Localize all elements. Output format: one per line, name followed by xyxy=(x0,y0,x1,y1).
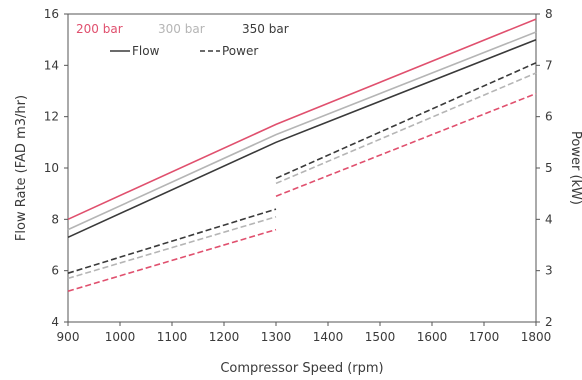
y-tick-label: 4 xyxy=(51,315,59,329)
legend-pressure-2: 350 bar xyxy=(242,22,289,36)
series-line-350-bar-power xyxy=(67,208,277,274)
series-line-200-bar-power xyxy=(275,92,537,197)
x-tick-label: 1000 xyxy=(105,330,136,344)
x-axis-title: Compressor Speed (rpm) xyxy=(220,361,383,376)
y-tick-label: 12 xyxy=(44,110,59,124)
x-tick-label: 1200 xyxy=(209,330,240,344)
y2-tick-label: 8 xyxy=(545,7,553,21)
x-tick-label: 900 xyxy=(57,330,80,344)
y2-axis-title: Power (kW) xyxy=(568,131,582,205)
series-line-200-bar-power xyxy=(67,228,277,292)
x-tick-label: 1700 xyxy=(469,330,500,344)
x-tick-label: 1600 xyxy=(417,330,448,344)
y2-tick-label: 3 xyxy=(545,264,553,278)
y2-tick-label: 2 xyxy=(545,315,553,329)
x-tick-label: 1300 xyxy=(261,330,292,344)
x-tick-label: 1100 xyxy=(157,330,188,344)
x-tick-label: 1400 xyxy=(313,330,344,344)
y-axis-title: Flow Rate (FAD m3/hr) xyxy=(14,95,29,241)
legend-style-power: Power xyxy=(222,44,258,58)
y-tick-label: 10 xyxy=(44,161,59,175)
legend-style-flow: Flow xyxy=(132,44,160,58)
y2-tick-label: 7 xyxy=(545,58,553,72)
series-line-350-bar-flow xyxy=(67,38,537,239)
y2-tick-label: 6 xyxy=(545,110,553,124)
y-tick-label: 14 xyxy=(44,58,59,72)
series-line-300-bar-flow xyxy=(67,31,537,231)
x-tick-label: 1500 xyxy=(365,330,396,344)
series-layer xyxy=(67,18,537,292)
y-tick-label: 8 xyxy=(51,212,59,226)
series-line-200-bar-flow xyxy=(67,18,537,221)
x-tick-label: 1800 xyxy=(521,330,552,344)
legend: 200 bar 300 bar 350 bar Flow Power xyxy=(76,22,289,58)
series-line-300-bar-power xyxy=(67,216,277,280)
y-tick-label: 6 xyxy=(51,264,59,278)
legend-pressure-1: 300 bar xyxy=(158,22,205,36)
series-line-300-bar-power xyxy=(275,72,537,185)
ticks-layer: 900 1000 1100 1200 1300 1400 1500 1600 1700 1800 4… xyxy=(44,7,553,344)
y-tick-label: 16 xyxy=(44,7,59,21)
legend-pressure-0: 200 bar xyxy=(76,22,123,36)
y2-tick-label: 4 xyxy=(545,212,553,226)
series-line-350-bar-power xyxy=(275,62,537,180)
y2-tick-label: 5 xyxy=(545,161,553,175)
